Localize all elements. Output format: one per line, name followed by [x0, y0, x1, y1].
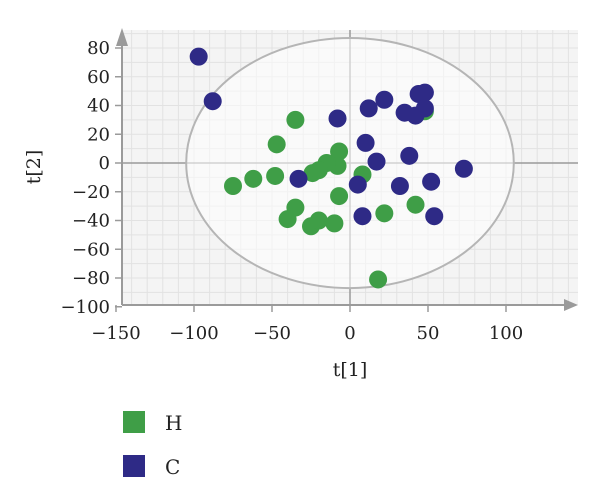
y-tick-label: 80: [87, 38, 110, 59]
x-axis-label: t[1]: [333, 359, 368, 381]
data-point-h: [369, 270, 388, 289]
data-points: [189, 47, 473, 289]
data-point-c: [415, 99, 434, 118]
data-point-h: [325, 214, 344, 233]
y-axis-arrow: [116, 28, 128, 46]
data-point-c: [400, 146, 419, 165]
data-point-c: [390, 177, 409, 195]
data-point-h: [286, 110, 305, 129]
y-axis-label: t[2]: [23, 150, 45, 185]
data-point-c: [328, 109, 347, 128]
legend: H C: [123, 411, 182, 479]
data-point-h: [406, 195, 425, 214]
legend-label-h: H: [165, 411, 182, 435]
data-point-c: [203, 92, 222, 111]
data-point-c: [356, 133, 375, 152]
y-tick-label: 60: [87, 67, 110, 88]
data-point-c: [454, 159, 473, 178]
data-point-h: [224, 177, 242, 195]
data-point-h: [375, 204, 394, 223]
data-point-h: [244, 169, 263, 188]
data-point-h: [267, 135, 286, 154]
tick-labels: −150 −100 −50 0 50 100 80 60 40 20 0 −20 −40 −60 −80 −1…: [61, 38, 524, 344]
data-point-h: [330, 187, 349, 206]
data-point-c: [415, 83, 434, 102]
data-point-h: [278, 210, 297, 229]
x-tick-label: −150: [91, 323, 140, 344]
y-tick-label: −20: [72, 182, 110, 203]
data-point-c: [422, 172, 441, 191]
y-tick-label: −80: [72, 268, 110, 289]
data-point-c: [353, 207, 372, 226]
x-tick-label: 50: [417, 323, 440, 344]
data-point-c: [359, 99, 378, 118]
y-tick-label: −100: [61, 297, 110, 318]
data-point-c: [375, 90, 394, 109]
legend-swatch-h: [123, 411, 145, 433]
x-tick-label: −50: [253, 323, 291, 344]
y-tick-label: −60: [72, 239, 110, 260]
x-tick-label: 100: [489, 323, 523, 344]
confidence-ellipse-layer: [185, 36, 515, 290]
confidence-ellipse: [185, 36, 515, 290]
y-tick-label: 0: [99, 153, 110, 174]
data-point-c: [189, 47, 208, 66]
y-tick-label: 40: [87, 96, 110, 117]
data-point-h: [330, 142, 349, 161]
x-tick-label: −100: [169, 323, 218, 344]
data-point-c: [348, 175, 367, 194]
data-point-c: [425, 207, 444, 226]
x-tick-label: 0: [344, 323, 355, 344]
y-tick-label: 20: [87, 124, 110, 145]
data-point-h: [309, 161, 328, 180]
x-axis-arrow: [564, 299, 578, 311]
data-point-c: [289, 169, 308, 188]
data-point-h: [309, 211, 328, 230]
legend-swatch-c: [123, 455, 145, 477]
data-point-c: [367, 152, 386, 171]
y-tick-label: −40: [72, 211, 110, 232]
legend-label-c: C: [165, 455, 180, 479]
data-point-h: [266, 166, 285, 185]
